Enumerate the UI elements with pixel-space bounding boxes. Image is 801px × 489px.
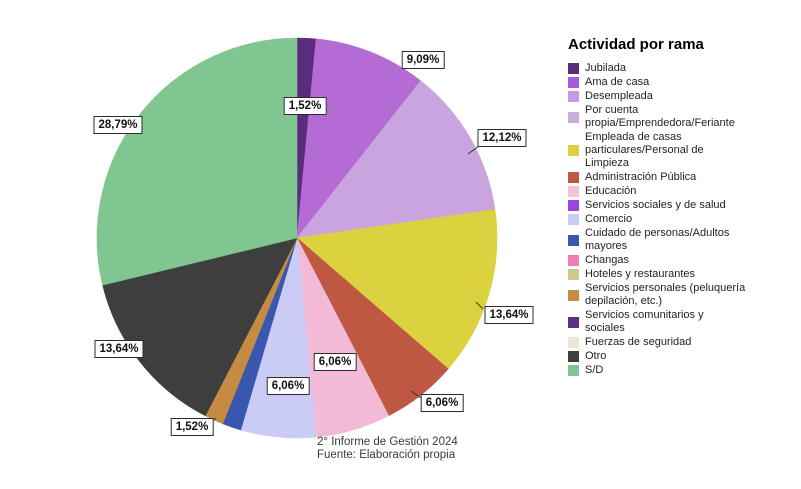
legend-swatch-icon xyxy=(568,200,579,211)
chart-caption: 2° Informe de Gestión 2024 Fuente: Elabo… xyxy=(317,436,458,462)
legend-item: Ama de casa xyxy=(568,76,796,89)
pie-chart xyxy=(96,37,498,439)
legend-item-label: Administración Pública xyxy=(585,171,697,183)
legend-item: Comercio xyxy=(568,213,796,226)
legend-swatch-icon xyxy=(568,316,579,328)
caption-line-2: Fuente: Elaboración propia xyxy=(317,449,456,461)
legend-item-label: Servicios sociales y de salud xyxy=(585,199,726,211)
legend-item: Empleada de casas particulares/Personal … xyxy=(568,131,796,170)
legend-item-label: Desempleada xyxy=(585,90,653,102)
legend-item-label: Hoteles y restaurantes xyxy=(585,268,696,280)
legend-swatch-icon xyxy=(568,63,579,74)
legend-item: Fuerzas de seguridad xyxy=(568,336,796,349)
legend-swatch-icon xyxy=(568,289,579,301)
legend-swatch-icon xyxy=(568,214,579,225)
legend-item-label: Servicios personales (peluquería depilac… xyxy=(585,282,746,307)
pie-slice-3 xyxy=(296,209,498,370)
legend-swatch-icon xyxy=(568,337,579,348)
legend-swatch-icon xyxy=(568,172,579,183)
caption-line-1: 2° Informe de Gestión 2024 xyxy=(317,436,458,448)
slice-label-educacion: 6,06% xyxy=(313,353,357,371)
legend-item-label: Cuidado de personas/Adultos mayores xyxy=(585,227,730,252)
legend-item: S/D xyxy=(568,364,796,377)
slice-label-servicios-personales: 1,52% xyxy=(170,418,214,436)
pie-slice-9 xyxy=(102,237,298,417)
legend-swatch-icon xyxy=(568,111,579,123)
legend-swatch-icon xyxy=(568,234,579,246)
pie-slice-10 xyxy=(96,37,298,286)
legend-item: Otro xyxy=(568,350,796,363)
label-leader-lines xyxy=(210,145,484,424)
legend-swatch-icon xyxy=(568,269,579,280)
legend-item-label: Educación xyxy=(585,185,637,197)
legend-swatch-icon xyxy=(568,255,579,266)
legend-items: Jubilada Ama de casa Desempleada Por cuenta… xyxy=(568,62,796,377)
legend-item-label: Jubilada xyxy=(585,62,626,74)
legend-title: Actividad por rama xyxy=(568,36,704,53)
slice-label-otro: 13,64% xyxy=(94,340,144,358)
legend-item: Servicios personales (peluquería depilac… xyxy=(568,282,796,308)
legend-swatch-icon xyxy=(568,186,579,197)
legend-item: Educación xyxy=(568,185,796,198)
legend-item: Servicios comunitarios y sociales xyxy=(568,309,796,335)
legend-item: Por cuenta propia/Emprendedora/Feriante xyxy=(568,104,796,130)
pie-slice-2 xyxy=(296,80,496,239)
legend-item: Cuidado de personas/Adultos mayores xyxy=(568,227,796,253)
legend-item-label: Changas xyxy=(585,254,630,266)
legend-swatch-icon xyxy=(568,145,579,156)
legend-item: Administración Pública xyxy=(568,171,796,184)
slice-label-empleada-casas: 13,64% xyxy=(484,306,534,324)
legend-swatch-icon xyxy=(568,91,579,102)
slice-label-comercio: 6,06% xyxy=(266,377,310,395)
legend-swatch-icon xyxy=(568,77,579,88)
legend-item: Jubilada xyxy=(568,62,796,75)
legend-item-label: Fuerzas de seguridad xyxy=(585,336,692,348)
slice-label-administracion: 6,06% xyxy=(420,394,464,412)
legend-item-label: S/D xyxy=(585,364,604,376)
legend-item-label: Ama de casa xyxy=(585,76,650,88)
legend-item-label: Comercio xyxy=(585,213,633,225)
slice-label-jubilada: 1,52% xyxy=(283,97,327,115)
legend-swatch-icon xyxy=(568,351,579,362)
legend: Actividad por rama Jubilada Ama de casa De… xyxy=(568,36,796,378)
legend-item-label: Otro xyxy=(585,350,607,362)
legend-item: Servicios sociales y de salud xyxy=(568,199,796,212)
slice-label-sd: 28,79% xyxy=(93,116,143,134)
legend-item-label: Empleada de casas particulares/Personal … xyxy=(585,131,704,169)
pie-slice-1 xyxy=(296,38,422,239)
legend-item: Hoteles y restaurantes xyxy=(568,268,796,281)
legend-item: Changas xyxy=(568,254,796,267)
slice-label-desempleada: 12,12% xyxy=(477,129,527,147)
legend-swatch-icon xyxy=(568,365,579,376)
legend-item-label: Por cuenta propia/Emprendedora/Feriante xyxy=(585,104,735,129)
slice-label-ama-de-casa: 9,09% xyxy=(401,51,445,69)
legend-item-label: Servicios comunitarios y sociales xyxy=(585,309,704,334)
legend-item: Desempleada xyxy=(568,90,796,103)
